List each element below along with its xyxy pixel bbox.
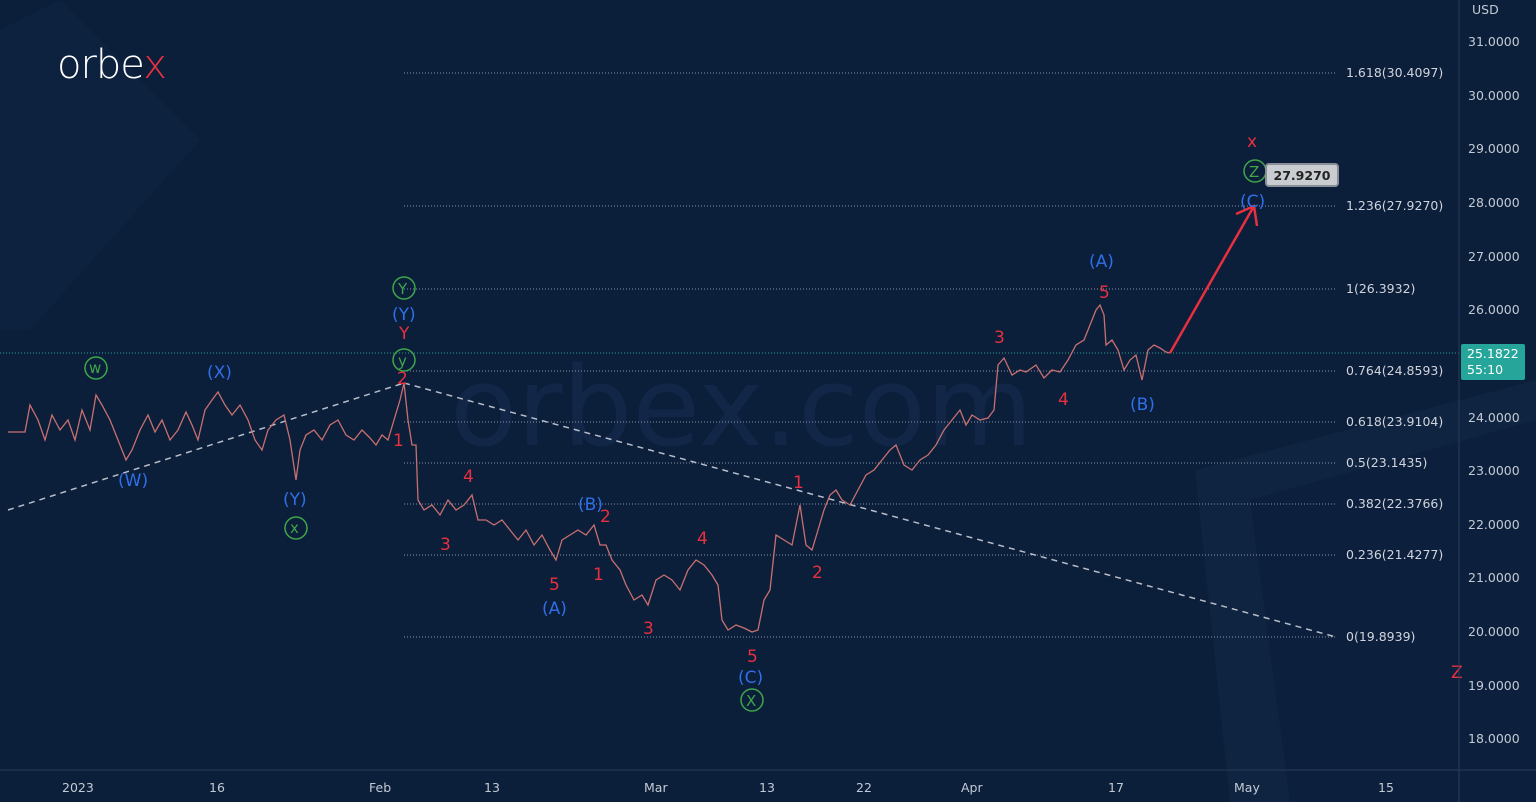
svg-text:3: 3 <box>643 619 654 639</box>
price-series <box>8 303 1171 633</box>
svg-text:(Y): (Y) <box>283 490 307 510</box>
svg-text:31.0000: 31.0000 <box>1468 34 1520 49</box>
svg-text:1(26.3932): 1(26.3932) <box>1346 281 1415 296</box>
svg-text:3: 3 <box>994 328 1005 348</box>
svg-text:30.0000: 30.0000 <box>1468 88 1520 103</box>
svg-text:0.618(23.9104): 0.618(23.9104) <box>1346 414 1443 429</box>
svg-text:22.0000: 22.0000 <box>1468 517 1520 532</box>
svg-text:(C): (C) <box>738 668 763 688</box>
svg-text:13: 13 <box>759 780 775 795</box>
svg-text:0.764(24.8593): 0.764(24.8593) <box>1346 363 1443 378</box>
svg-text:y: y <box>398 352 407 370</box>
svg-text:Z: Z <box>1249 163 1259 181</box>
svg-text:Apr: Apr <box>961 780 983 795</box>
wave-labels: w (W) (X) (Y) x Y (Y) Y y 2 1 4 3 5 (A) … <box>84 132 1463 712</box>
svg-text:1: 1 <box>593 565 604 585</box>
svg-text:2: 2 <box>812 563 823 583</box>
svg-text:20.0000: 20.0000 <box>1468 624 1520 639</box>
svg-text:16: 16 <box>209 780 225 795</box>
svg-text:23.0000: 23.0000 <box>1468 463 1520 478</box>
svg-text:(X): (X) <box>207 363 232 383</box>
svg-text:1.618(30.4097): 1.618(30.4097) <box>1346 65 1443 80</box>
projection-arrow[interactable] <box>1168 204 1259 354</box>
rising-trendline[interactable] <box>7 382 405 511</box>
svg-text:15: 15 <box>1378 780 1394 795</box>
svg-text:1: 1 <box>793 473 804 493</box>
svg-text:13: 13 <box>484 780 500 795</box>
candle-countdown: 55:10 <box>1467 362 1504 377</box>
svg-text:Y: Y <box>397 280 408 298</box>
svg-text:(B): (B) <box>578 495 603 515</box>
svg-text:21.0000: 21.0000 <box>1468 570 1520 585</box>
svg-text:5: 5 <box>549 575 560 595</box>
target-price-callout[interactable]: 27.9270 <box>1265 163 1339 187</box>
currency-label: USD <box>1472 2 1499 17</box>
falling-trendline[interactable] <box>403 382 1337 638</box>
svg-text:(W): (W) <box>118 471 148 491</box>
svg-text:26.0000: 26.0000 <box>1468 302 1520 317</box>
current-price-tag: 25.1822 55:10 <box>1461 344 1525 380</box>
svg-text:X: X <box>746 692 756 710</box>
svg-text:(Y): (Y) <box>392 305 416 325</box>
svg-text:5: 5 <box>1099 283 1110 303</box>
fib-lines <box>404 72 1336 638</box>
svg-text:Z: Z <box>1451 663 1463 683</box>
svg-text:Mar: Mar <box>644 780 668 795</box>
svg-text:(A): (A) <box>1089 252 1114 272</box>
current-price-value: 25.1822 <box>1467 346 1519 361</box>
svg-text:x: x <box>1247 132 1257 152</box>
svg-text:3: 3 <box>440 535 451 555</box>
svg-text:(A): (A) <box>542 599 567 619</box>
svg-text:22: 22 <box>856 780 872 795</box>
svg-text:28.0000: 28.0000 <box>1468 195 1520 210</box>
orbex-logo: orbex <box>57 42 167 88</box>
svg-text:4: 4 <box>1058 390 1069 410</box>
svg-text:29.0000: 29.0000 <box>1468 141 1520 156</box>
time-axis[interactable]: 2023 16 Feb 13 Mar 13 22 Apr 17 May 15 <box>62 780 1394 795</box>
fib-level-labels: 1.618(30.4097) 1.236(27.9270) 1(26.3932)… <box>1346 65 1443 644</box>
svg-text:(C): (C) <box>1240 192 1265 212</box>
svg-text:x: x <box>290 519 299 537</box>
svg-text:1.236(27.9270): 1.236(27.9270) <box>1346 198 1443 213</box>
svg-text:Y: Y <box>398 324 410 344</box>
svg-text:0(19.8939): 0(19.8939) <box>1346 629 1415 644</box>
watermark: orbex.com <box>450 343 1033 471</box>
svg-text:0.236(21.4277): 0.236(21.4277) <box>1346 547 1443 562</box>
svg-text:19.0000: 19.0000 <box>1468 678 1520 693</box>
svg-text:May: May <box>1234 780 1260 795</box>
svg-text:2: 2 <box>397 369 408 389</box>
svg-text:2: 2 <box>600 507 611 527</box>
svg-text:0.5(23.1435): 0.5(23.1435) <box>1346 455 1427 470</box>
svg-text:5: 5 <box>747 647 758 667</box>
svg-text:17: 17 <box>1108 780 1124 795</box>
svg-text:2023: 2023 <box>62 780 94 795</box>
svg-text:4: 4 <box>463 467 474 487</box>
price-axis[interactable]: 31.0000 30.0000 29.0000 28.0000 27.0000 … <box>1468 34 1520 746</box>
svg-text:w: w <box>89 359 101 377</box>
svg-text:27.0000: 27.0000 <box>1468 249 1520 264</box>
svg-text:0.382(22.3766): 0.382(22.3766) <box>1346 496 1443 511</box>
svg-text:1: 1 <box>393 431 404 451</box>
svg-text:Feb: Feb <box>369 780 391 795</box>
svg-text:24.0000: 24.0000 <box>1468 410 1520 425</box>
svg-text:(B): (B) <box>1130 395 1155 415</box>
svg-text:18.0000: 18.0000 <box>1468 731 1520 746</box>
svg-text:4: 4 <box>697 529 708 549</box>
